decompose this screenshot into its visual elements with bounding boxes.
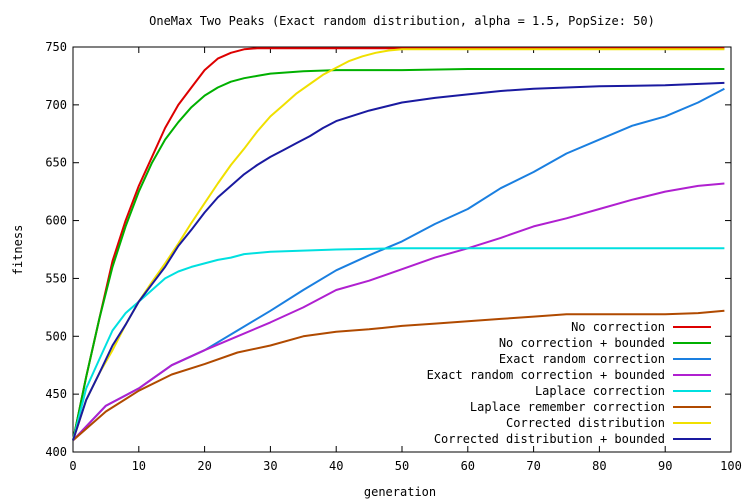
series-line-4 <box>72 182 725 442</box>
legend-label-7: Corrected distribution <box>506 416 665 430</box>
x-tick-label: 20 <box>197 459 211 473</box>
legend-label-1: No correction <box>571 320 665 334</box>
x-tick-label: 10 <box>132 459 146 473</box>
y-tick-label: 550 <box>45 271 67 285</box>
legend-label-4: Exact random correction + bounded <box>427 368 665 382</box>
x-tick-label: 50 <box>395 459 409 473</box>
x-tick-label: 30 <box>263 459 277 473</box>
y-tick-label: 500 <box>45 329 67 343</box>
legend: No correction No correction + bounded Exac… <box>427 320 711 446</box>
series-line-5 <box>72 247 725 441</box>
legend-label-2: No correction + bounded <box>499 336 665 350</box>
x-tick-label: 70 <box>526 459 540 473</box>
x-tick-label: 100 <box>720 459 742 473</box>
series-line-6 <box>72 309 725 442</box>
x-tick-label: 80 <box>592 459 606 473</box>
x-axis-label: generation <box>364 485 436 499</box>
axis-ticks: 0 10 20 30 40 50 60 70 80 90 100 400 450 500 550 600 650… <box>45 40 742 473</box>
x-tick-label: 0 <box>69 459 76 473</box>
x-tick-label: 60 <box>461 459 475 473</box>
y-tick-label: 750 <box>45 40 67 54</box>
y-tick-label: 650 <box>45 156 67 170</box>
x-tick-label: 40 <box>329 459 343 473</box>
legend-label-6: Laplace remember correction <box>470 400 665 414</box>
y-axis-label: fitness <box>11 225 25 276</box>
legend-label-3: Exact random correction <box>499 352 665 366</box>
series-line-2 <box>72 68 725 441</box>
y-tick-label: 600 <box>45 214 67 228</box>
legend-label-5: Laplace correction <box>535 384 665 398</box>
x-tick-label: 90 <box>658 459 672 473</box>
series-lines <box>72 47 725 442</box>
series-line-1 <box>72 47 725 441</box>
legend-label-8: Corrected distribution + bounded <box>434 432 665 446</box>
series-line-8 <box>72 81 725 441</box>
y-tick-label: 700 <box>45 98 67 112</box>
y-tick-label: 450 <box>45 387 67 401</box>
chart-title: OneMax Two Peaks (Exact random distribut… <box>149 14 655 28</box>
y-tick-label: 400 <box>45 445 67 459</box>
